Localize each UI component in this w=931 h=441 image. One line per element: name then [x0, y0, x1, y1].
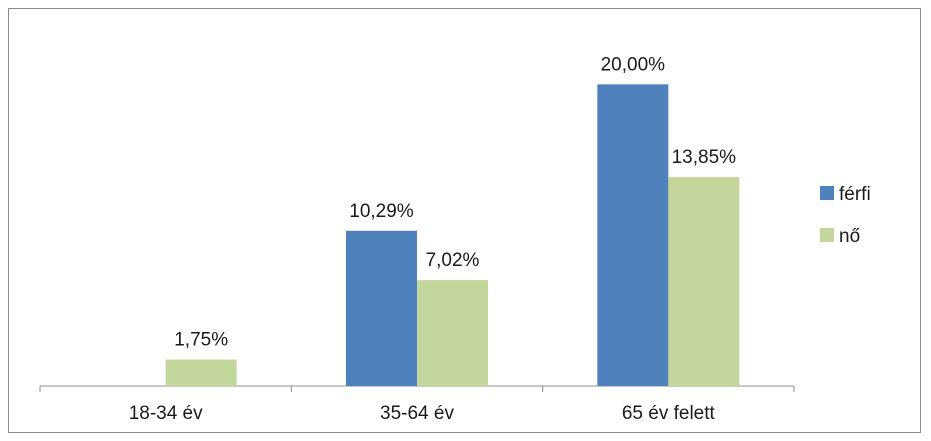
legend-label-ferfi: férfi [839, 184, 871, 205]
x-tick-label: 65 év felett [622, 403, 716, 424]
data-label: 13,85% [672, 147, 737, 168]
x-tick-label: 18-34 év [129, 403, 203, 424]
legend-label-no: nő [839, 226, 860, 247]
data-label: 10,29% [349, 201, 414, 222]
bar-ferfi [597, 84, 669, 386]
data-label: 7,02% [426, 250, 480, 271]
bar-no [668, 177, 740, 386]
data-label: 20,00% [601, 54, 666, 75]
data-label: 1,75% [174, 330, 228, 351]
legend-swatch-no [820, 228, 834, 242]
bar-no [417, 280, 488, 386]
legend-swatch-ferfi [820, 186, 834, 200]
bar-ferfi [346, 230, 417, 386]
bar-no [165, 359, 237, 386]
x-tick-label: 35-64 év [380, 403, 454, 424]
